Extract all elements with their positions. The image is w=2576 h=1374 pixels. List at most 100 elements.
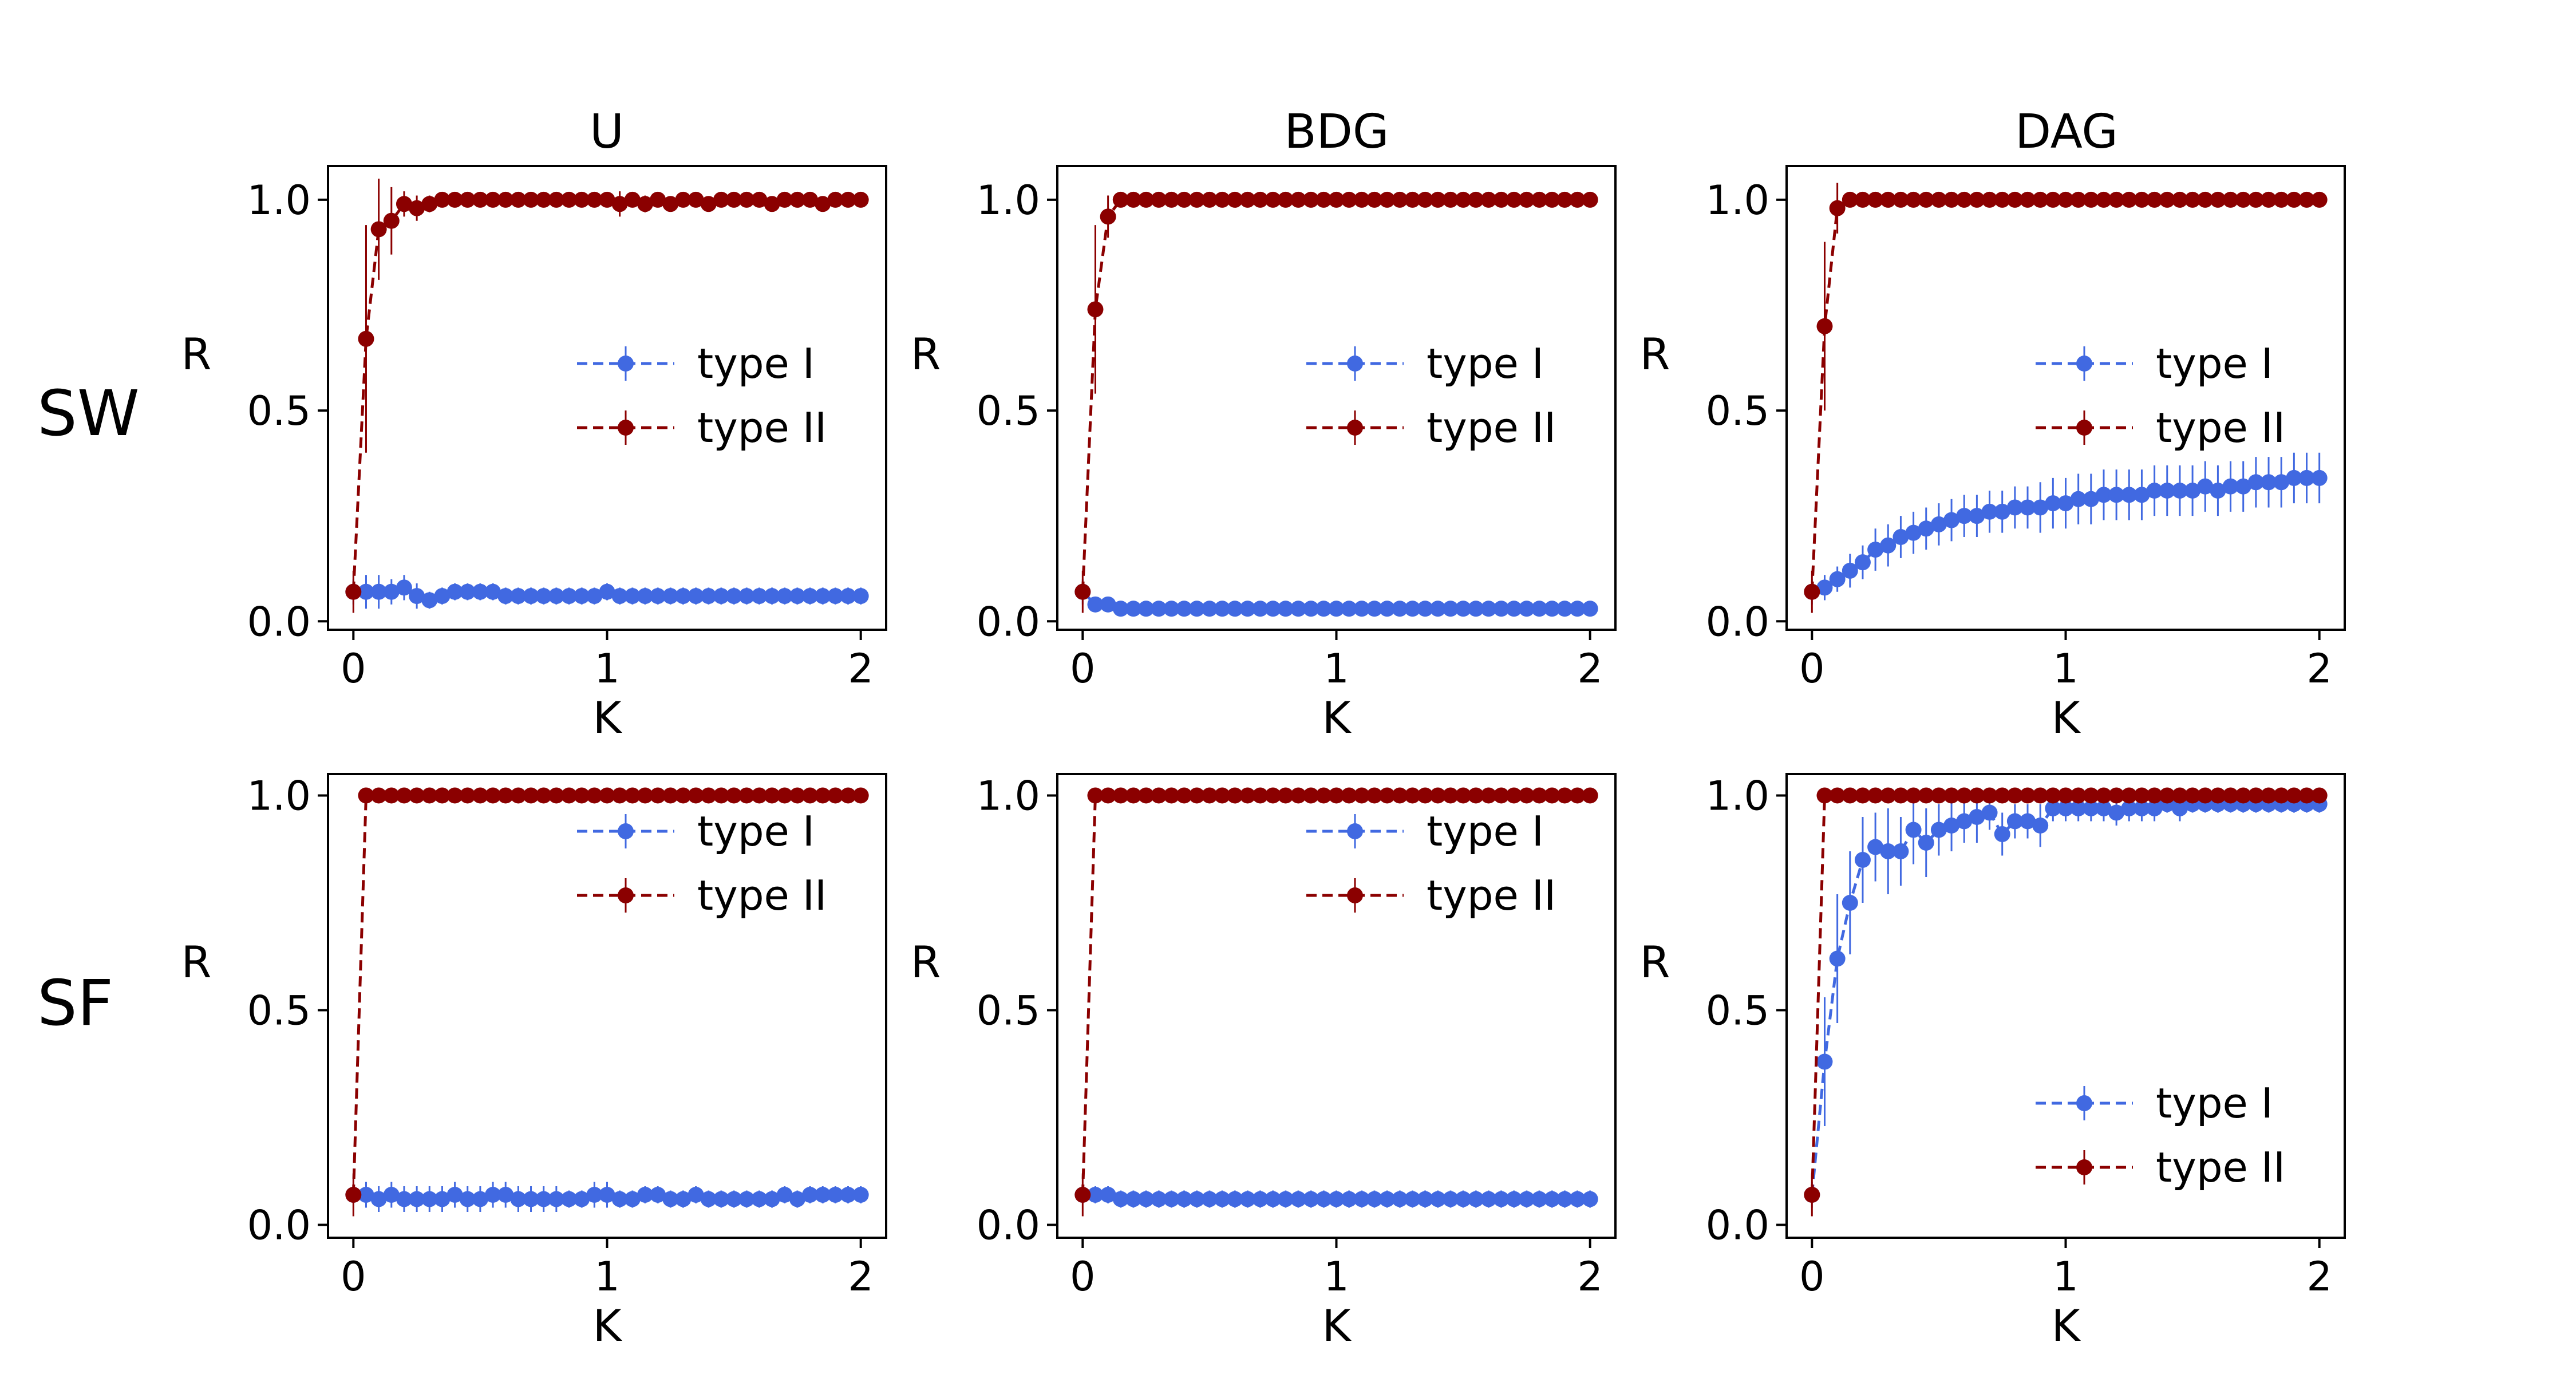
data-point — [675, 1191, 692, 1207]
data-point — [1480, 1191, 1497, 1207]
data-point — [2121, 800, 2138, 816]
data-point — [2247, 191, 2264, 208]
data-point — [789, 588, 805, 605]
data-point — [535, 588, 552, 605]
data-point — [1956, 813, 1973, 830]
data-point — [370, 787, 387, 804]
data-point — [1956, 191, 1973, 208]
data-point — [1239, 1191, 1256, 1207]
data-point — [599, 1187, 615, 1203]
y-tick-label: 1.0 — [1706, 773, 1769, 820]
data-point — [726, 1191, 742, 1207]
data-point — [789, 1191, 805, 1207]
data-point — [1303, 601, 1319, 617]
data-point — [624, 787, 641, 804]
panel-sw-bdg: 0 1 2 0.0 0.5 1.0 K R type I type II — [911, 165, 1617, 743]
data-point — [688, 191, 704, 208]
data-point — [2159, 483, 2175, 499]
data-point — [2159, 191, 2175, 208]
y-tick-label: 0.0 — [247, 598, 311, 645]
data-point — [1468, 1191, 1484, 1207]
data-point — [2121, 487, 2138, 503]
data-point — [1125, 787, 1141, 804]
data-point — [789, 191, 805, 208]
data-point — [1854, 787, 1871, 804]
data-point — [815, 1187, 831, 1203]
data-point — [2247, 787, 2264, 804]
data-point — [497, 1187, 514, 1203]
data-point — [1930, 787, 1947, 804]
data-point — [751, 588, 768, 605]
data-point — [472, 191, 488, 208]
data-point — [713, 787, 729, 804]
data-point — [383, 212, 400, 229]
legend-label: type I — [697, 339, 815, 388]
data-point — [2235, 478, 2251, 495]
series-type-i — [1804, 791, 2328, 1208]
data-point — [447, 583, 463, 600]
data-point — [1151, 787, 1167, 804]
data-point — [1290, 601, 1307, 617]
data-point — [2032, 499, 2049, 516]
data-point — [1341, 787, 1357, 804]
data-point — [535, 191, 552, 208]
data-point — [2311, 469, 2328, 486]
data-point — [434, 787, 451, 804]
data-point — [1880, 787, 1897, 804]
data-point — [561, 191, 578, 208]
legend-label: type I — [1427, 339, 1544, 388]
data-point — [611, 588, 628, 605]
data-point — [2020, 787, 2036, 804]
data-point — [852, 191, 869, 208]
data-point — [662, 196, 679, 212]
data-point — [1880, 537, 1897, 554]
data-point — [599, 191, 615, 208]
data-point — [1569, 1191, 1586, 1207]
data-point — [2146, 787, 2163, 804]
data-point — [1969, 787, 1985, 804]
data-point — [548, 191, 564, 208]
data-point — [650, 588, 666, 605]
legend-label: type I — [697, 807, 815, 855]
data-point — [2171, 800, 2188, 816]
series-type-i — [1074, 1186, 1598, 1208]
data-point — [485, 1187, 501, 1203]
x-tick-label: 1 — [2053, 1253, 2079, 1300]
data-point — [776, 588, 793, 605]
data-point — [1151, 191, 1167, 208]
data-point — [2006, 813, 2023, 830]
data-point — [2006, 499, 2023, 516]
data-point — [1100, 596, 1116, 613]
data-point — [599, 583, 615, 600]
data-point — [1112, 1191, 1129, 1207]
data-point — [2045, 191, 2061, 208]
data-point — [802, 1187, 819, 1203]
data-point — [1138, 1191, 1155, 1207]
data-point — [2095, 191, 2112, 208]
data-point — [535, 1191, 552, 1207]
legend-label: type II — [1427, 404, 1556, 452]
series-type-ii — [1804, 183, 2328, 613]
data-point — [1341, 601, 1357, 617]
data-point — [586, 588, 603, 605]
data-point — [1544, 191, 1560, 208]
legend-marker — [618, 887, 634, 903]
data-point — [2197, 191, 2214, 208]
series-line — [1081, 198, 1590, 592]
data-point — [688, 787, 704, 804]
data-point — [1556, 787, 1573, 804]
data-point — [1303, 191, 1319, 208]
data-point — [1518, 787, 1535, 804]
data-point — [2070, 491, 2087, 507]
y-tick-label: 0.5 — [247, 988, 311, 1035]
data-point — [1100, 208, 1116, 225]
data-point — [1239, 787, 1256, 804]
data-point — [1918, 787, 1934, 804]
data-point — [1905, 524, 1922, 541]
data-point — [650, 787, 666, 804]
data-point — [1480, 601, 1497, 617]
data-point — [1112, 191, 1129, 208]
y-tick-label: 0.0 — [977, 598, 1040, 645]
data-point — [1277, 191, 1294, 208]
